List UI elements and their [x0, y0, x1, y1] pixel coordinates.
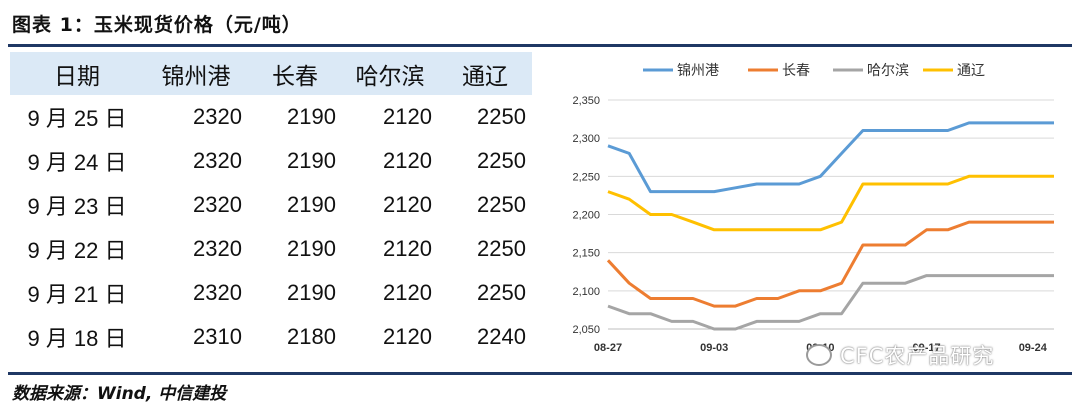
cell-changchun: 2180 [287, 324, 336, 349]
table-row: 9 月 22 日 2320 2190 2120 2250 [10, 227, 532, 271]
top-rule [8, 44, 1072, 47]
legend-label: 通辽 [957, 63, 985, 79]
bottom-rule [8, 372, 1072, 375]
watermark-text: CFC农产品研究 [840, 344, 995, 368]
legend-label: 锦州港 [677, 62, 719, 79]
col-header-harbin: 哈尔滨 [342, 52, 438, 95]
cell-harbin: 2120 [383, 148, 432, 173]
cell-tongliao: 2250 [477, 148, 526, 173]
cell-date: 9 月 18 日 [27, 326, 127, 351]
cell-harbin: 2120 [383, 324, 432, 349]
cell-tongliao: 2250 [477, 104, 526, 129]
cell-tongliao: 2240 [477, 324, 526, 349]
cell-date: 9 月 25 日 [27, 106, 127, 131]
legend-label: 长春 [782, 63, 810, 79]
watermark: CFC农产品研究 [806, 340, 994, 370]
wechat-icon [806, 344, 832, 366]
col-header-tongliao: 通辽 [438, 52, 532, 95]
x-tick-label: 09-03 [700, 342, 728, 354]
legend-label: 哈尔滨 [867, 63, 909, 79]
table-row: 9 月 24 日 2320 2190 2120 2250 [10, 139, 532, 183]
table-row: 9 月 18 日 2310 2180 2120 2240 [10, 315, 532, 359]
series-line [607, 274, 1054, 331]
price-table: 日期 锦州港 长春 哈尔滨 通辽 9 月 25 日 2320 2190 2120… [10, 52, 532, 359]
col-header-changchun: 长春 [248, 52, 342, 95]
cell-tongliao: 2250 [477, 280, 526, 305]
cell-jinzhou: 2320 [193, 280, 242, 305]
cell-harbin: 2120 [383, 192, 432, 217]
x-tick-label: 09-24 [1019, 342, 1048, 354]
y-tick-label: 2,200 [572, 210, 600, 222]
y-tick-label: 2,050 [572, 324, 600, 336]
table-row: 9 月 25 日 2320 2190 2120 2250 [10, 95, 532, 139]
cell-changchun: 2190 [287, 192, 336, 217]
col-header-jinzhou: 锦州港 [144, 52, 248, 95]
cell-harbin: 2120 [383, 236, 432, 261]
cell-jinzhou: 2320 [193, 104, 242, 129]
y-tick-label: 2,300 [572, 133, 600, 145]
cell-changchun: 2190 [287, 104, 336, 129]
y-tick-label: 2,250 [572, 171, 600, 183]
cell-date: 9 月 21 日 [27, 282, 127, 307]
cell-harbin: 2120 [383, 104, 432, 129]
y-tick-label: 2,150 [572, 248, 600, 260]
y-tick-label: 2,350 [572, 95, 600, 107]
cell-date: 9 月 24 日 [27, 150, 127, 175]
x-tick-label: 09-17 [913, 342, 941, 354]
cell-tongliao: 2250 [477, 192, 526, 217]
cell-jinzhou: 2320 [193, 192, 242, 217]
cell-tongliao: 2250 [477, 236, 526, 261]
series-line [607, 121, 1054, 194]
cell-date: 9 月 22 日 [27, 238, 127, 263]
table-row: 9 月 21 日 2320 2190 2120 2250 [10, 271, 532, 315]
series-line [607, 174, 1054, 232]
series-line [606, 220, 1054, 308]
cell-changchun: 2190 [287, 280, 336, 305]
table-row: 9 月 23 日 2320 2190 2120 2250 [10, 183, 532, 227]
col-header-date: 日期 [10, 52, 144, 95]
source-note: 数据来源：Wind, 中信建投 [12, 384, 227, 404]
figure-title: 图表 1：玉米现货价格（元/吨） [12, 14, 302, 36]
price-line-chart: 2,050 2,100 2,150 2,200 2,250 2,300 2,350 08-27… [572, 62, 1054, 354]
cell-jinzhou: 2320 [193, 236, 242, 261]
cell-jinzhou: 2320 [193, 148, 242, 173]
y-tick-label: 2,100 [572, 286, 600, 298]
x-tick-label: 08-27 [594, 342, 622, 354]
table-header-row: 日期 锦州港 长春 哈尔滨 通辽 [10, 52, 532, 95]
price-table-container: 日期 锦州港 长春 哈尔滨 通辽 9 月 25 日 2320 2190 2120… [10, 52, 532, 359]
cell-changchun: 2190 [287, 148, 336, 173]
cell-jinzhou: 2310 [193, 324, 242, 349]
cell-date: 9 月 23 日 [27, 194, 127, 219]
cell-changchun: 2190 [287, 236, 336, 261]
cell-harbin: 2120 [383, 280, 432, 305]
